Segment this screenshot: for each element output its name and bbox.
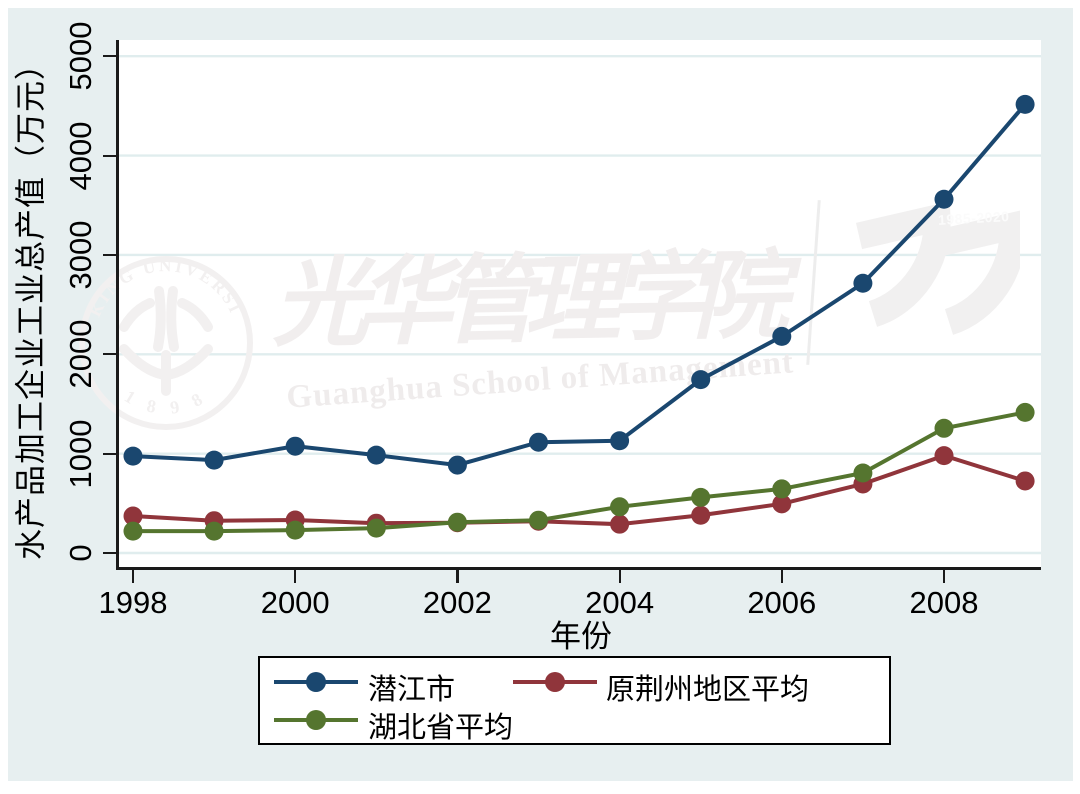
- legend-marker: [513, 663, 597, 701]
- x-tick: [294, 570, 297, 583]
- data-point: [853, 463, 873, 483]
- legend-item: 原荆州地区平均: [260, 663, 893, 706]
- x-tick-label: 2008: [909, 585, 979, 620]
- data-point: [285, 520, 305, 540]
- legend-marker-dot: [306, 710, 326, 730]
- data-point: [934, 446, 954, 466]
- y-tick: [103, 154, 116, 157]
- legend-marker: [274, 701, 358, 739]
- data-point: [610, 514, 630, 534]
- data-point: [447, 512, 467, 532]
- y-tick: [103, 552, 116, 555]
- legend-label: 湖北省平均: [368, 712, 514, 744]
- y-tick-label: 0: [63, 544, 98, 562]
- data-point: [366, 445, 386, 465]
- x-tick: [618, 570, 621, 583]
- series-line-2: [133, 410, 1026, 534]
- x-tick-label: 2006: [747, 585, 817, 620]
- series-line-0: [132, 103, 1027, 468]
- data-point: [1015, 94, 1035, 114]
- data-point: [610, 431, 630, 451]
- data-point: [934, 418, 954, 438]
- data-point: [123, 446, 143, 466]
- data-point: [529, 432, 548, 452]
- data-point: [772, 479, 792, 499]
- x-tick: [780, 570, 783, 583]
- y-tick-label: 3000: [63, 220, 98, 290]
- y-tick-label: 1000: [63, 419, 98, 489]
- x-tick-label: 2000: [260, 585, 330, 620]
- y-tick-label: 4000: [63, 121, 98, 191]
- data-point: [1015, 402, 1035, 422]
- data-point: [285, 436, 305, 456]
- legend-item: 湖北省平均: [260, 701, 893, 744]
- legend-marker-dot: [545, 672, 565, 692]
- data-point: [447, 455, 467, 475]
- x-tick: [456, 570, 459, 583]
- legend-item: 潜江市: [260, 663, 893, 706]
- x-tick: [943, 570, 946, 583]
- x-axis-title: 年份: [550, 619, 612, 654]
- data-point: [366, 518, 386, 538]
- data-point: [853, 273, 873, 293]
- data-point: [934, 189, 954, 209]
- series-layer: [123, 94, 1035, 541]
- y-tick-label: 5000: [63, 21, 98, 91]
- data-point: [610, 497, 630, 517]
- legend-marker-dot: [306, 672, 326, 692]
- y-tick: [103, 253, 116, 257]
- series-line-1: [132, 453, 1026, 527]
- legend-marker: [274, 663, 358, 701]
- data-point: [772, 326, 792, 346]
- data-point: [691, 505, 711, 525]
- x-tick: [132, 570, 135, 583]
- data-point: [123, 521, 143, 541]
- y-tick: [103, 55, 116, 58]
- data-point: [204, 450, 224, 470]
- x-axis-line: [116, 567, 1041, 570]
- legend-label: 原荆州地区平均: [606, 674, 810, 706]
- x-tick-label: 2004: [585, 585, 655, 620]
- y-axis-title: 水产品加工企业工业总产值（万元）: [13, 48, 49, 560]
- data-point: [691, 370, 711, 390]
- data-point: [772, 494, 792, 514]
- data-point: [1015, 471, 1035, 491]
- y-tick: [103, 452, 116, 455]
- data-point: [123, 506, 143, 526]
- data-point: [691, 487, 711, 507]
- legend: 潜江市 原荆州地区平均湖北省平均: [258, 656, 891, 745]
- x-tick-label: 1998: [98, 585, 168, 620]
- y-tick: [103, 353, 116, 356]
- data-point: [204, 521, 224, 541]
- data-point: [529, 510, 548, 530]
- x-tick-label: 2002: [422, 585, 492, 620]
- y-tick-label: 2000: [63, 319, 98, 389]
- legend-label: 潜江市: [368, 674, 456, 706]
